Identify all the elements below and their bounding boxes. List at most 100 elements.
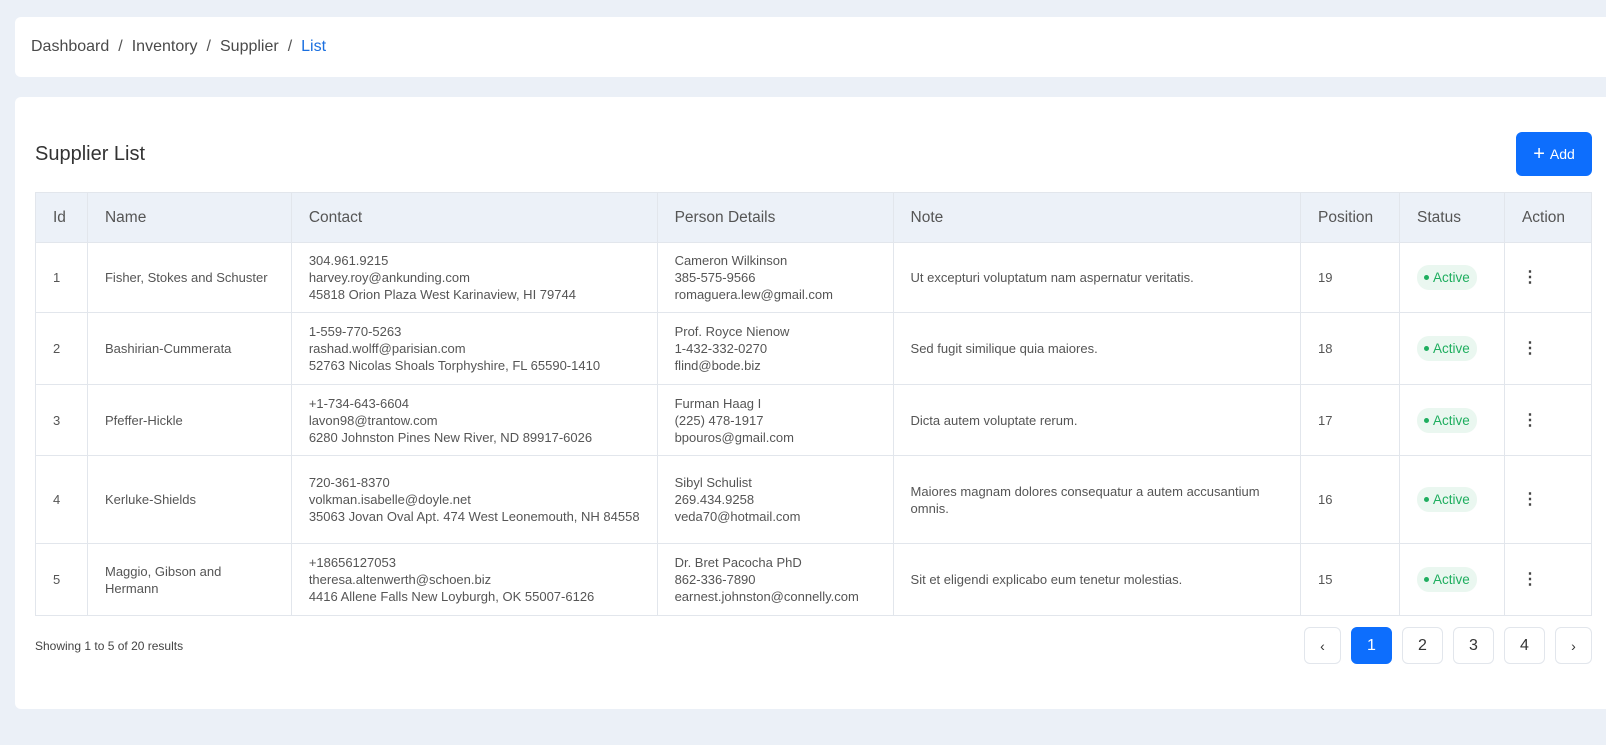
table-row: 1 Fisher, Stokes and Schuster 304.961.92… xyxy=(35,242,1593,313)
page-1-button[interactable]: 1 xyxy=(1351,627,1392,664)
more-vertical-icon[interactable]: ⋮ xyxy=(1521,269,1538,286)
prev-page-button[interactable]: ‹ xyxy=(1304,627,1341,664)
column-header-contact: Contact xyxy=(290,192,658,243)
contact-line: harvey.roy@ankunding.com xyxy=(308,270,470,285)
cell-note: Sit et eligendi explicabo eum tenetur mo… xyxy=(892,543,1302,616)
status-label: Active xyxy=(1433,412,1470,428)
supplier-card: Supplier List + Add Id Name Contact Person D… xyxy=(15,97,1606,709)
status-dot-icon xyxy=(1424,497,1429,502)
contact-line: 304.961.9215 xyxy=(308,253,389,268)
cell-status: Active xyxy=(1399,384,1505,456)
contact-line: +18656127053 xyxy=(308,555,396,570)
cell-person-details: Dr. Bret Pacocha PhD 862-336-7890 earnest.… xyxy=(656,543,894,616)
breadcrumb-dashboard[interactable]: Dashboard xyxy=(31,38,110,55)
person-line: veda70@hotmail.com xyxy=(674,509,801,524)
cell-id: 5 xyxy=(35,543,88,616)
person-line: (225) 478-1917 xyxy=(674,412,764,428)
table-header-row: Id Name Contact Person Details Note Position S… xyxy=(35,192,1593,243)
results-summary: Showing 1 to 5 of 20 results xyxy=(35,639,184,653)
cell-status: Active xyxy=(1399,455,1505,544)
contact-line: 4416 Allene Falls New Loyburgh, OK 55007… xyxy=(308,589,595,604)
cell-contact: 304.961.9215 harvey.roy@ankunding.com 4581… xyxy=(290,242,658,313)
person-line: Prof. Royce Nienow xyxy=(674,324,790,339)
person-line: flind@bode.biz xyxy=(674,358,761,373)
contact-line: volkman.isabelle@doyle.net xyxy=(308,492,471,507)
table-row: 2 Bashirian-Cummerata 1-559-770-5263 rash… xyxy=(35,312,1593,385)
status-label: Active xyxy=(1433,341,1470,356)
person-line: 269.434.9258 xyxy=(674,492,755,507)
page-4-button[interactable]: 4 xyxy=(1504,627,1545,664)
contact-line: 35063 Jovan Oval Apt. 474 West Leonemout… xyxy=(308,509,640,524)
column-header-person-details: Person Details xyxy=(656,192,894,243)
breadcrumb-current: List xyxy=(301,38,327,55)
column-header-status: Status xyxy=(1399,192,1505,243)
status-badge: Active xyxy=(1417,407,1477,433)
cell-name: Pfeffer-Hickle xyxy=(86,384,292,456)
supplier-table: Id Name Contact Person Details Note Position S… xyxy=(35,192,1593,616)
table-row: 4 Kerluke-Shields 720-361-8370 volkman.is… xyxy=(35,455,1593,544)
more-vertical-icon[interactable]: ⋮ xyxy=(1521,491,1538,508)
status-dot-icon xyxy=(1424,417,1429,423)
more-vertical-icon[interactable]: ⋮ xyxy=(1521,340,1538,357)
breadcrumb-supplier[interactable]: Supplier xyxy=(220,38,279,55)
breadcrumb: Dashboard / Inventory / Supplier / List xyxy=(15,17,1606,77)
column-header-note: Note xyxy=(892,192,1302,243)
column-header-action: Action xyxy=(1503,192,1593,243)
cell-name: Fisher, Stokes and Schuster xyxy=(86,242,292,313)
more-vertical-icon[interactable]: ⋮ xyxy=(1521,571,1538,588)
status-badge: Active xyxy=(1417,487,1477,512)
page-2-button[interactable]: 2 xyxy=(1402,627,1443,664)
person-line: Cameron Wilkinson xyxy=(674,253,788,268)
cell-person-details: Furman Haag I (225) 478-1917 bpouros@gmail… xyxy=(656,384,894,456)
more-vertical-icon[interactable]: ⋮ xyxy=(1521,411,1538,429)
cell-contact: +18656127053 theresa.altenwerth@schoen.bi… xyxy=(290,543,658,616)
next-page-button[interactable]: › xyxy=(1555,627,1592,664)
cell-position: 17 xyxy=(1300,384,1400,456)
add-button[interactable]: + Add xyxy=(1516,132,1592,176)
cell-name: Kerluke-Shields xyxy=(86,455,292,544)
page-3-button[interactable]: 3 xyxy=(1453,627,1494,664)
cell-position: 16 xyxy=(1300,455,1400,544)
person-line: bpouros@gmail.com xyxy=(674,429,794,445)
contact-line: +1-734-643-6604 xyxy=(308,395,409,411)
contact-line: lavon98@trantow.com xyxy=(308,412,438,428)
cell-position: 15 xyxy=(1300,543,1400,616)
contact-line: rashad.wolff@parisian.com xyxy=(308,341,466,356)
column-header-id: Id xyxy=(35,192,88,243)
column-header-position: Position xyxy=(1300,192,1400,243)
cell-person-details: Prof. Royce Nienow 1-432-332-0270 flind@bo… xyxy=(656,312,894,385)
person-line: earnest.johnston@connelly.com xyxy=(674,589,859,604)
cell-note: Ut excepturi voluptatum nam aspernatur v… xyxy=(892,242,1302,313)
status-badge: Active xyxy=(1417,567,1477,592)
contact-line: 720-361-8370 xyxy=(308,475,390,490)
plus-icon: + xyxy=(1533,143,1545,165)
add-label: Add xyxy=(1549,146,1575,162)
contact-line: 45818 Orion Plaza West Karinaview, HI 79… xyxy=(308,287,576,302)
cell-status: Active xyxy=(1399,312,1505,385)
breadcrumb-separator: / xyxy=(287,38,293,55)
status-dot-icon xyxy=(1424,346,1429,351)
column-header-name: Name xyxy=(86,192,292,243)
cell-position: 18 xyxy=(1300,312,1400,385)
table-row: 5 Maggio, Gibson and Hermann +1865612705… xyxy=(35,543,1593,616)
cell-name: Bashirian-Cummerata xyxy=(86,312,292,385)
pagination: ‹ 1 2 3 4 › xyxy=(1304,627,1592,664)
cell-status: Active xyxy=(1399,242,1505,313)
cell-id: 4 xyxy=(35,455,88,544)
breadcrumb-separator: / xyxy=(118,38,123,55)
contact-line: theresa.altenwerth@schoen.biz xyxy=(308,572,492,587)
cell-id: 1 xyxy=(35,242,88,313)
person-line: 1-432-332-0270 xyxy=(674,341,768,356)
status-label: Active xyxy=(1433,572,1470,587)
cell-action: ⋮ xyxy=(1503,312,1593,385)
person-line: Furman Haag I xyxy=(674,395,762,411)
person-line: romaguera.lew@gmail.com xyxy=(674,287,833,302)
cell-note: Sed fugit similique quia maiores. xyxy=(892,312,1302,385)
table-row: 3 Pfeffer-Hickle +1-734-643-6604 lavon98@… xyxy=(35,384,1593,456)
cell-note: Dicta autem voluptate rerum. xyxy=(892,384,1302,456)
breadcrumb-inventory[interactable]: Inventory xyxy=(131,38,198,55)
status-badge: Active xyxy=(1417,265,1477,290)
page-title: Supplier List xyxy=(35,143,146,165)
cell-status: Active xyxy=(1399,543,1505,616)
status-label: Active xyxy=(1433,492,1470,507)
